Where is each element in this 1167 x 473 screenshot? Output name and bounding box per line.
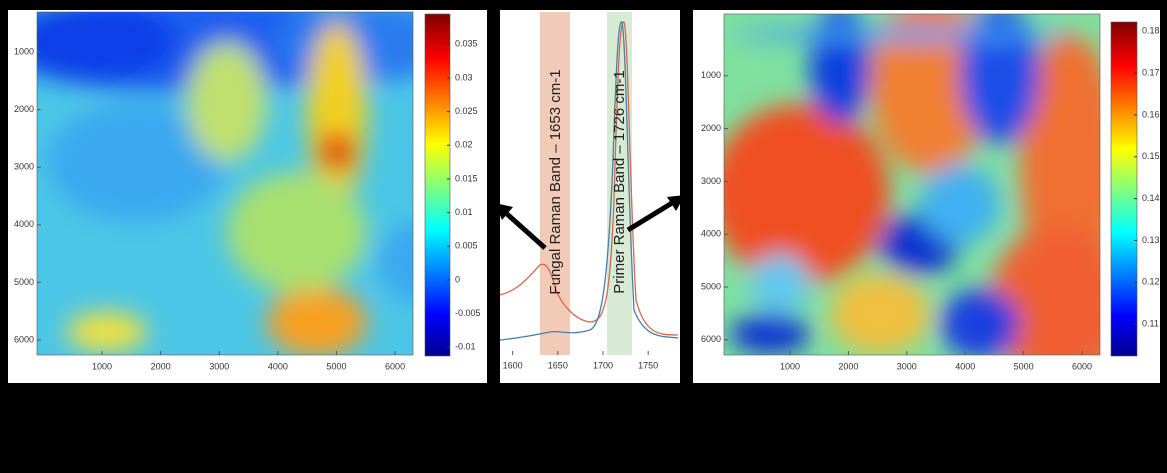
heatmap-blob xyxy=(730,314,810,354)
x-tick-label: 6000 xyxy=(1072,361,1092,371)
y-tick-label: 2000 xyxy=(701,123,721,133)
heatmap-blob xyxy=(724,104,890,284)
fungal-band xyxy=(540,12,570,355)
colorbar-tick-label: 0.015 xyxy=(455,173,478,183)
x-tick-label: 4000 xyxy=(268,361,288,371)
colorbar-tick-label: 0.12 xyxy=(1142,277,1160,287)
x-tick-label: 1700 xyxy=(593,360,613,370)
heatmap-blob xyxy=(730,26,1070,42)
x-tick-label: 1000 xyxy=(780,361,800,371)
fungal-curve xyxy=(500,21,679,336)
heatmap-blob xyxy=(47,102,227,222)
x-tick-label: 1650 xyxy=(548,360,568,370)
y-tick-label: 1000 xyxy=(14,46,34,56)
y-tick-label: 6000 xyxy=(14,334,34,344)
heatmap xyxy=(724,14,1100,355)
plot-frame xyxy=(723,13,1101,356)
heatmap-blob xyxy=(870,14,990,174)
heatmap-blob xyxy=(67,312,147,352)
band-label-group: Primer Raman Band – 1726 cm-1 xyxy=(611,70,628,293)
y-tick-label: 4000 xyxy=(701,229,721,239)
colorbar-tick-label: 0.15 xyxy=(1142,151,1160,161)
heatmap-blob xyxy=(920,164,1000,244)
x-tick-label: 1600 xyxy=(503,360,523,370)
y-tick-label: 5000 xyxy=(14,277,34,287)
band-label: Fungal Raman Band – 1653 cm-1 xyxy=(547,69,564,294)
heatmap-blob xyxy=(940,289,1020,355)
y-tick-label: 2000 xyxy=(14,104,34,114)
heatmap-blob xyxy=(810,14,870,124)
colorbar xyxy=(1110,21,1138,357)
heatmap-blob xyxy=(37,12,177,82)
colorbar-tick-label: -0.01 xyxy=(455,342,476,352)
colorbar-tick-label: 0 xyxy=(455,274,460,284)
x-tick-label: 2000 xyxy=(151,361,171,371)
band-label-group: Fungal Raman Band – 1653 cm-1 xyxy=(547,69,564,294)
heatmap-blob xyxy=(267,287,367,355)
x-tick-label: 6000 xyxy=(385,361,405,371)
x-tick-label: 3000 xyxy=(897,361,917,371)
heatmap-blob xyxy=(960,14,1040,144)
heatmap-blob xyxy=(187,42,267,162)
colorbar xyxy=(424,13,451,357)
y-tick-label: 3000 xyxy=(701,176,721,186)
colorbar-tick-label: 0.18 xyxy=(1142,26,1160,36)
x-tick-label: 5000 xyxy=(326,361,346,371)
heatmap-texture xyxy=(37,12,413,355)
y-tick-label: 6000 xyxy=(701,334,721,344)
x-tick-label: 4000 xyxy=(955,361,975,371)
colorbar-tick-label: 0.025 xyxy=(455,106,478,116)
primer-curve xyxy=(500,21,679,341)
y-tick-label: 1000 xyxy=(701,70,721,80)
x-tick-label: 3000 xyxy=(209,361,229,371)
x-tick-label: 1750 xyxy=(638,360,658,370)
colorbar-tick-label: 0.16 xyxy=(1142,109,1160,119)
heatmap-blob xyxy=(319,132,355,172)
x-tick-label: 2000 xyxy=(838,361,858,371)
colorbar-tick-label: 0.02 xyxy=(455,140,473,150)
middle-panel xyxy=(500,10,680,383)
colorbar-tick-label: 0.005 xyxy=(455,241,478,251)
x-tick-label: 1000 xyxy=(92,361,112,371)
colorbar-tick-label: 0.03 xyxy=(455,72,473,82)
primer-band xyxy=(607,12,632,355)
colorbar-tick-label: -0.005 xyxy=(455,308,481,318)
colorbar-tick-label: 0.14 xyxy=(1142,193,1160,203)
plot-frame xyxy=(36,11,414,356)
heatmap-blob xyxy=(830,274,930,354)
colorbar-tick-label: 0.13 xyxy=(1142,235,1160,245)
band-label: Primer Raman Band – 1726 cm-1 xyxy=(611,70,628,293)
colorbar-tick-label: 0.035 xyxy=(455,39,478,49)
caption-band xyxy=(0,383,1167,468)
arrows xyxy=(495,195,685,250)
spectrum: 16001650170017501800Fungal Raman Band – … xyxy=(500,12,679,370)
y-tick-label: 4000 xyxy=(14,219,34,229)
colorbar-tick-label: 0.11 xyxy=(1142,319,1159,329)
x-tick-label: 5000 xyxy=(1014,361,1034,371)
heatmap-blob xyxy=(377,222,413,302)
y-tick-label: 5000 xyxy=(701,281,721,291)
heatmap-blob xyxy=(227,172,367,292)
y-tick-label: 3000 xyxy=(14,162,34,172)
heatmap-texture xyxy=(724,14,1100,355)
heatmap xyxy=(37,12,413,355)
heatmap-blob xyxy=(750,254,810,314)
colorbar-tick-label: 0.17 xyxy=(1142,67,1160,77)
colorbar-tick-label: 0.01 xyxy=(455,207,473,217)
